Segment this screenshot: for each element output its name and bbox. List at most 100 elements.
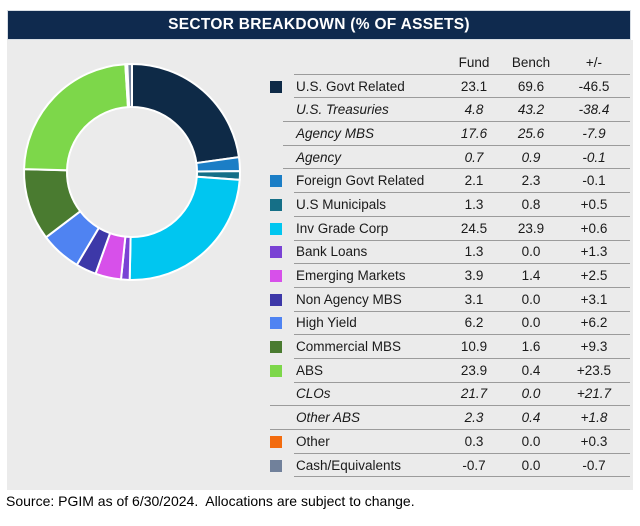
table-row: Inv Grade Corp 24.5 23.9 +0.6 bbox=[270, 217, 630, 241]
diff-value: -46.5 bbox=[578, 78, 610, 94]
page-title: SECTOR BREAKDOWN (% OF ASSETS) bbox=[168, 16, 470, 33]
legend-swatch bbox=[270, 80, 282, 93]
fund-value: 2.3 bbox=[464, 410, 484, 426]
diff-value: +1.8 bbox=[580, 410, 608, 426]
diff-value: -7.9 bbox=[582, 125, 606, 141]
fund-value: 10.9 bbox=[460, 339, 488, 355]
content-panel: Fund Bench +/- U.S. Govt Related 23.1 69… bbox=[7, 40, 633, 490]
table-row: Bank Loans 1.3 0.0 +1.3 bbox=[270, 241, 630, 265]
title-bar: SECTOR BREAKDOWN (% OF ASSETS) bbox=[7, 10, 631, 40]
table-row: ABS 23.9 0.4 +23.5 bbox=[270, 359, 630, 383]
legend-swatch bbox=[270, 317, 282, 330]
table-row: Commercial MBS 10.9 1.6 +9.3 bbox=[270, 335, 630, 359]
row-label: Foreign Govt Related bbox=[296, 173, 425, 189]
fund-value: 6.2 bbox=[464, 315, 484, 331]
diff-value: -38.4 bbox=[578, 102, 610, 118]
bench-value: 0.0 bbox=[521, 244, 541, 260]
table-row: Other 0.3 0.0 +0.3 bbox=[270, 430, 630, 454]
legend-swatch bbox=[270, 293, 282, 306]
bench-value: 0.4 bbox=[521, 362, 541, 378]
sector-table: Fund Bench +/- U.S. Govt Related 23.1 69… bbox=[270, 51, 630, 478]
row-label: Cash/Equivalents bbox=[296, 457, 402, 473]
fund-value: 4.8 bbox=[464, 102, 484, 118]
table-row: U.S. Treasuries 4.8 43.2 -38.4 bbox=[270, 98, 630, 123]
legend-swatch bbox=[270, 222, 282, 235]
legend-swatch bbox=[270, 246, 282, 259]
bench-value: 0.0 bbox=[521, 291, 541, 307]
row-label: Other ABS bbox=[296, 410, 361, 426]
table-row: Other ABS 2.3 0.4 +1.8 bbox=[270, 406, 630, 430]
table-row: High Yield 6.2 0.0 +6.2 bbox=[270, 312, 630, 336]
fund-value: -0.7 bbox=[462, 457, 486, 473]
diff-value: +9.3 bbox=[580, 339, 608, 355]
table-row: Agency 0.7 0.9 -0.1 bbox=[270, 146, 630, 170]
fund-value: 24.5 bbox=[460, 220, 488, 236]
column-header-diff: +/- bbox=[585, 54, 603, 70]
bench-value: 1.4 bbox=[521, 268, 541, 284]
source-note: Source: PGIM as of 6/30/2024. Allocation… bbox=[6, 493, 415, 509]
column-header-bench: Bench bbox=[511, 54, 551, 70]
row-label: U.S. Govt Related bbox=[296, 78, 405, 94]
diff-value: -0.7 bbox=[582, 457, 606, 473]
fund-value: 1.3 bbox=[464, 244, 484, 260]
table-row: Foreign Govt Related 2.1 2.3 -0.1 bbox=[270, 169, 630, 194]
legend-swatch bbox=[270, 341, 282, 354]
row-label: Bank Loans bbox=[296, 244, 368, 260]
bench-value: 69.6 bbox=[517, 78, 545, 94]
fund-value: 3.9 bbox=[464, 268, 484, 284]
row-label: High Yield bbox=[296, 315, 357, 331]
row-label: Emerging Markets bbox=[296, 268, 406, 284]
table-row: U.S. Govt Related 23.1 69.6 -46.5 bbox=[270, 75, 630, 99]
row-label: Inv Grade Corp bbox=[296, 220, 389, 236]
bench-value: 1.6 bbox=[521, 339, 541, 355]
diff-value: -0.1 bbox=[582, 149, 606, 165]
diff-value: -0.1 bbox=[582, 173, 606, 189]
row-label: Commercial MBS bbox=[296, 339, 402, 355]
diff-value: +3.1 bbox=[580, 291, 608, 307]
legend-swatch bbox=[270, 459, 282, 472]
row-label: U.S Municipals bbox=[296, 196, 387, 212]
diff-value: +0.3 bbox=[580, 433, 608, 449]
diff-value: +2.5 bbox=[580, 268, 608, 284]
column-header-fund: Fund bbox=[458, 54, 490, 70]
diff-value: +23.5 bbox=[576, 362, 612, 378]
diff-value: +6.2 bbox=[580, 315, 608, 331]
diff-value: +0.6 bbox=[580, 220, 608, 236]
bench-value: 25.6 bbox=[517, 125, 545, 141]
bench-value: 23.9 bbox=[517, 220, 545, 236]
table-row: Non Agency MBS 3.1 0.0 +3.1 bbox=[270, 288, 630, 312]
bench-value: 0.0 bbox=[521, 386, 541, 402]
fund-value: 21.7 bbox=[460, 386, 488, 402]
bench-value: 43.2 bbox=[517, 102, 545, 118]
row-label: Agency bbox=[296, 149, 342, 165]
fund-value: 1.3 bbox=[464, 196, 484, 212]
table-row: Agency MBS 17.6 25.6 -7.9 bbox=[270, 122, 630, 146]
row-label: Non Agency MBS bbox=[296, 291, 402, 307]
legend-swatch bbox=[270, 364, 282, 377]
swatch-spacer bbox=[270, 51, 294, 75]
table-header-row: Fund Bench +/- bbox=[270, 51, 630, 75]
diff-value: +0.5 bbox=[580, 196, 608, 212]
bench-value: 0.0 bbox=[521, 433, 541, 449]
legend-swatch bbox=[270, 270, 282, 283]
table-row: Cash/Equivalents -0.7 0.0 -0.7 bbox=[270, 454, 630, 478]
row-label: Agency MBS bbox=[296, 125, 375, 141]
fund-value: 17.6 bbox=[460, 125, 488, 141]
fund-value: 2.1 bbox=[464, 173, 484, 189]
row-label: ABS bbox=[296, 362, 324, 378]
bench-value: 0.0 bbox=[521, 457, 541, 473]
fund-value: 23.1 bbox=[460, 78, 488, 94]
table-row: U.S Municipals 1.3 0.8 +0.5 bbox=[270, 193, 630, 217]
row-label: U.S. Treasuries bbox=[296, 102, 389, 118]
diff-value: +1.3 bbox=[580, 244, 608, 260]
bench-value: 2.3 bbox=[521, 173, 541, 189]
fund-value: 0.3 bbox=[464, 433, 484, 449]
diff-value: +21.7 bbox=[576, 386, 612, 402]
bench-value: 0.0 bbox=[521, 315, 541, 331]
bench-value: 0.4 bbox=[521, 410, 541, 426]
row-label: Other bbox=[296, 433, 330, 449]
fund-value: 3.1 bbox=[464, 291, 484, 307]
fund-value: 0.7 bbox=[464, 149, 484, 165]
legend-swatch bbox=[270, 175, 282, 188]
